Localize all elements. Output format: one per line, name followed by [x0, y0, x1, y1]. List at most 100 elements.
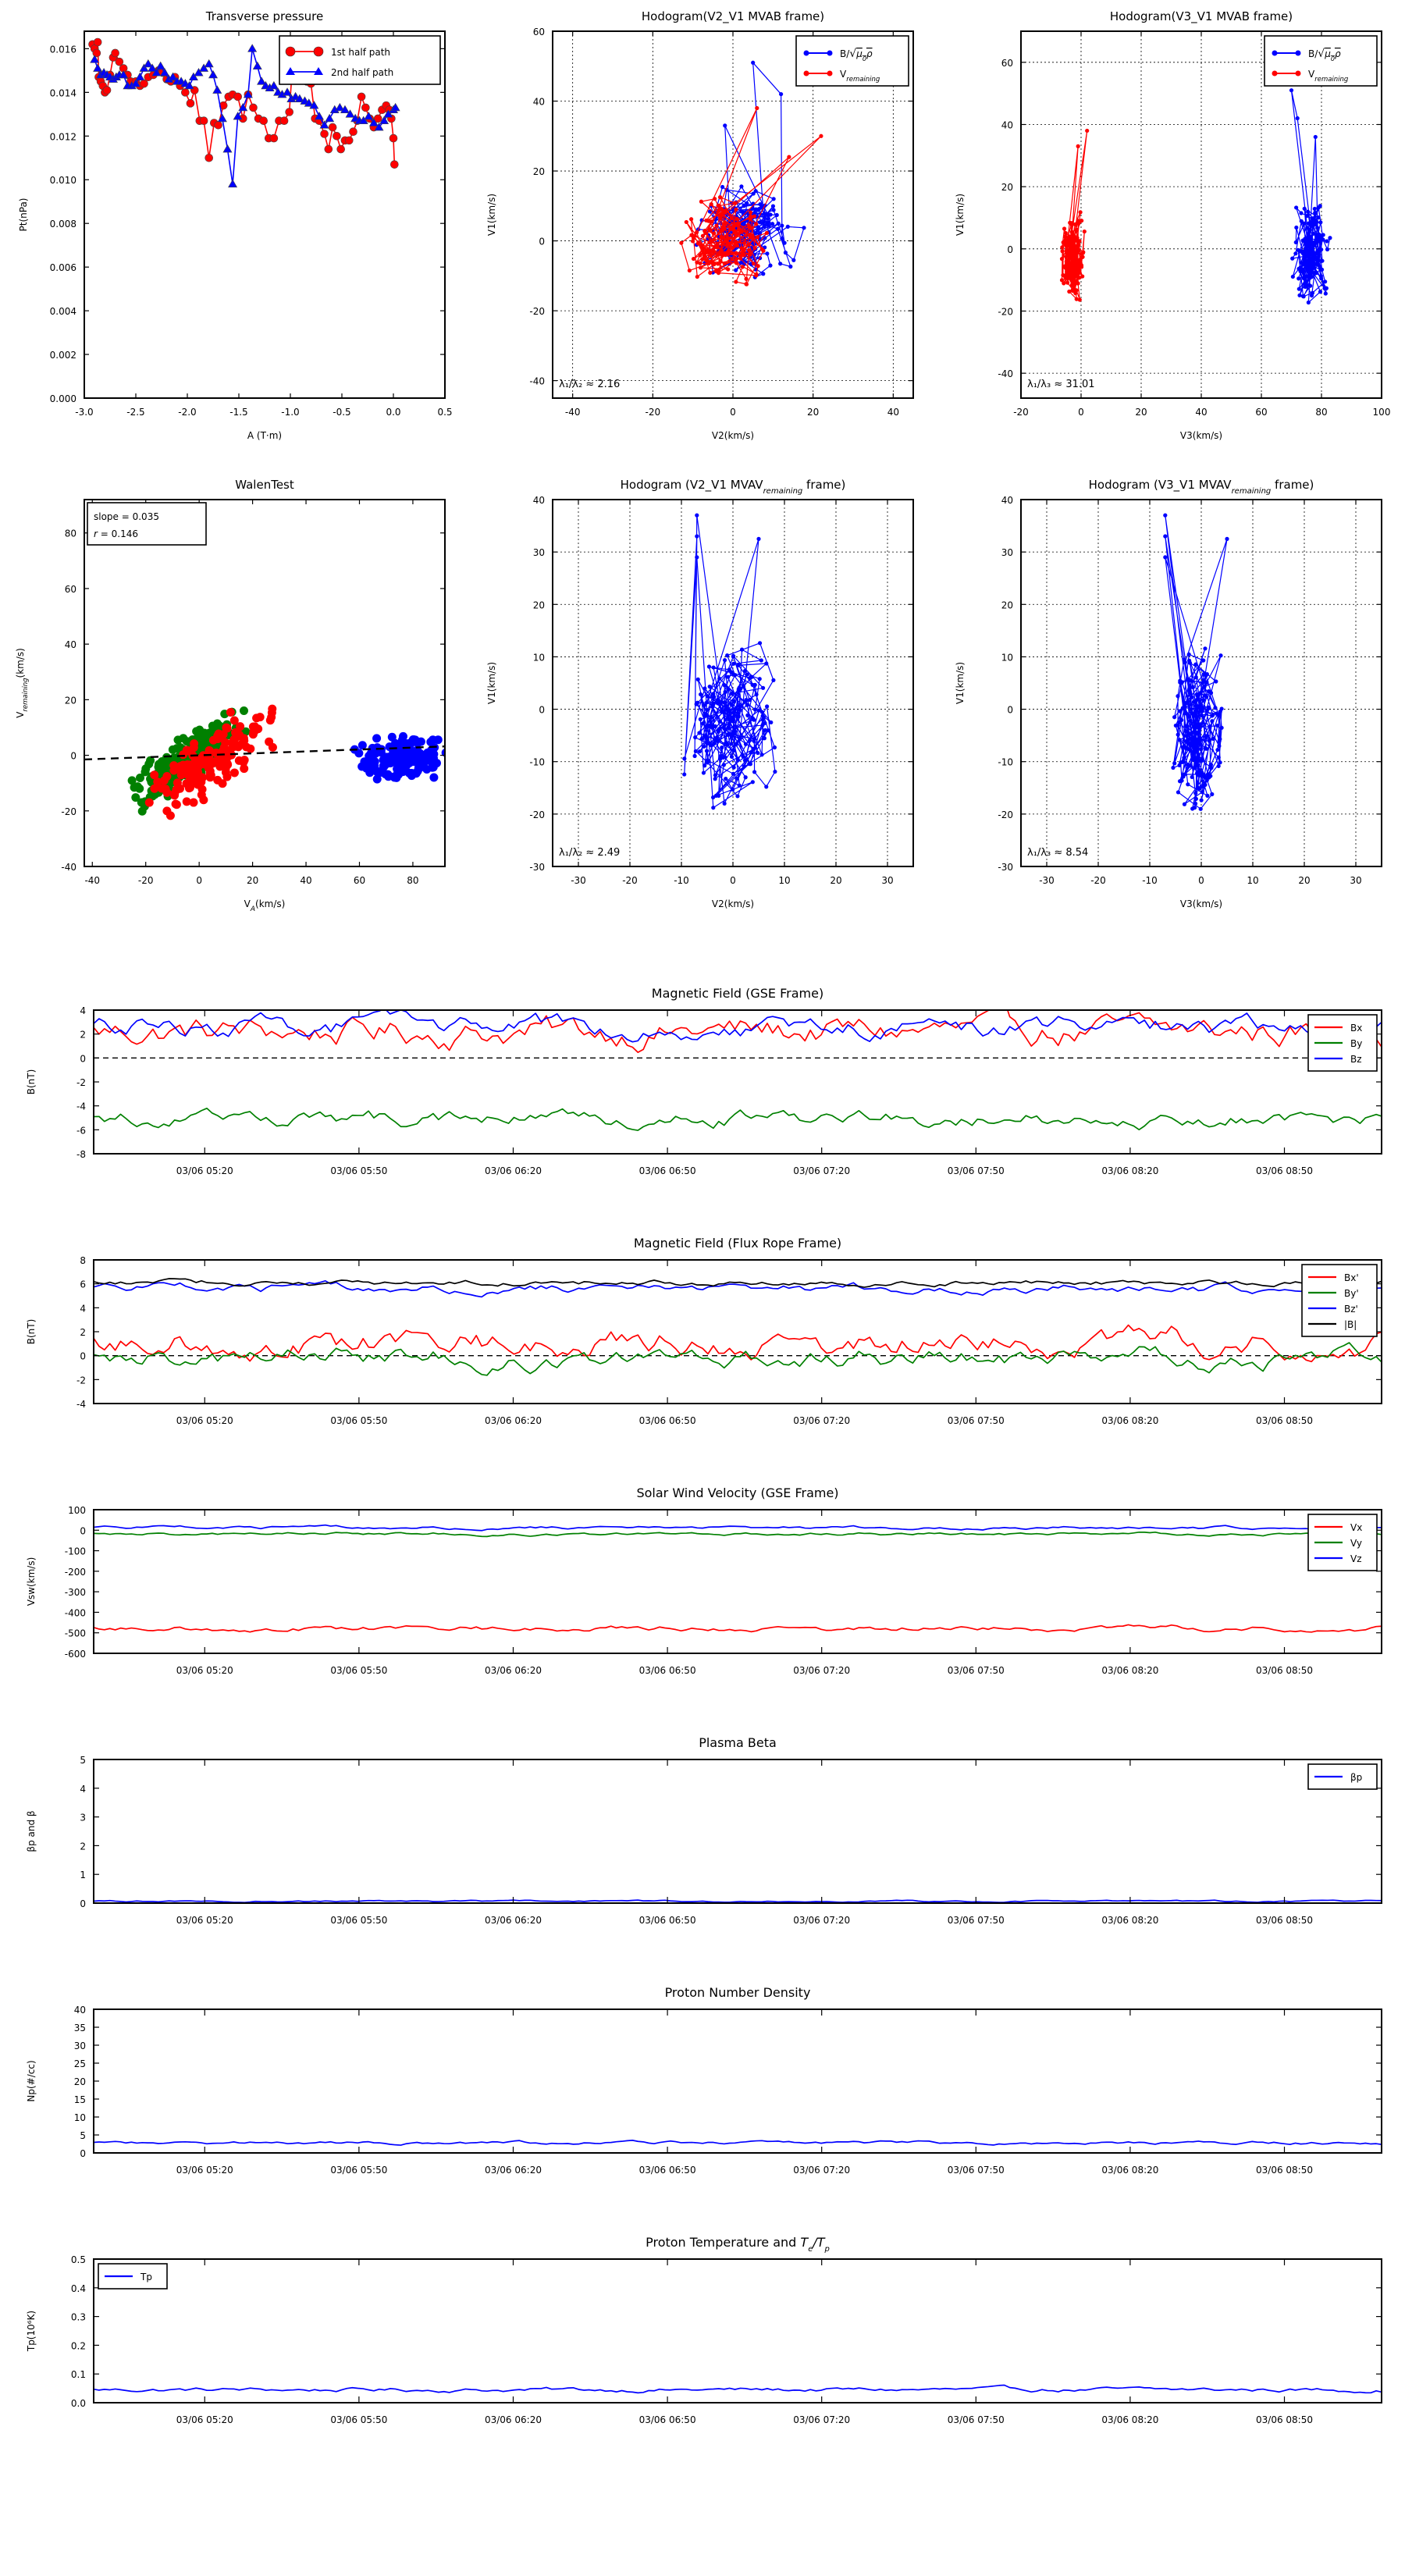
x-tick-label: 0 [730, 407, 736, 418]
panel-title: Hodogram(V3_V1 MVAB frame) [1110, 9, 1293, 24]
data-point [1303, 260, 1308, 265]
legend: βp [1307, 1763, 1378, 1790]
data-point [717, 756, 723, 761]
x-tick-label: 03/06 07:50 [948, 2414, 1005, 2425]
data-point [740, 265, 745, 269]
data-point [1307, 253, 1311, 258]
y-tick-label: -300 [65, 1587, 86, 1598]
data-point [728, 226, 733, 231]
data-point [734, 268, 738, 272]
slope-label: slope = 0.035 [94, 511, 159, 522]
scatter-point-green [127, 776, 137, 785]
data-point [1194, 692, 1199, 697]
panel-title: Solar Wind Velocity (GSE Frame) [636, 1485, 838, 1500]
data-point [1190, 711, 1194, 716]
data-point [764, 230, 770, 236]
y-tick-label: 0.014 [50, 87, 76, 98]
data-point [1064, 244, 1069, 248]
legend-marker [285, 46, 296, 57]
data-point [689, 217, 694, 222]
data-point [698, 692, 703, 697]
data-point [294, 94, 304, 103]
data-point [1218, 737, 1222, 742]
data-point [119, 69, 129, 79]
data-point [1065, 258, 1069, 263]
data-point [1201, 698, 1206, 703]
data-point [744, 276, 749, 281]
y-tick-label: 0.0 [71, 2398, 86, 2409]
scatter-point-red [170, 791, 180, 800]
data-point [724, 703, 729, 709]
data-point [1172, 715, 1177, 720]
panel-hodogram-v3v1-mvab: Hodogram(V3_V1 MVAB frame) -20 0 20 40 60 80 10… [937, 0, 1405, 468]
y-tick-label: 2 [80, 1030, 86, 1041]
data-point [767, 220, 771, 225]
x-tick-label: 03/06 07:20 [793, 1665, 850, 1676]
x-tick-label: 03/06 05:20 [176, 1665, 233, 1676]
data-point [760, 717, 765, 722]
scatter-point-green [135, 774, 144, 783]
data-point [715, 252, 720, 258]
y-tick-label: 5 [80, 1755, 86, 1766]
scatter-point-red [162, 806, 172, 816]
data-point [751, 191, 756, 196]
scatter-point-red [198, 773, 208, 782]
legend-marker [1272, 70, 1278, 76]
axes-frame [93, 1759, 1382, 1904]
plot-data [682, 513, 777, 810]
data-point [759, 753, 764, 757]
data-point [687, 268, 692, 273]
data-point [1306, 209, 1311, 214]
eigenvalue-ratio-annotation: λ₁/λ₃ ≈ 8.54 [1027, 847, 1088, 859]
x-tick-label: -40 [84, 875, 100, 886]
x-tick-label: -20 [1013, 407, 1029, 418]
data-point [1190, 685, 1196, 690]
data-point [702, 712, 707, 717]
data-point [734, 256, 739, 262]
data-point [1190, 806, 1195, 811]
data-point [344, 136, 354, 145]
y-tick-label: -30 [529, 862, 545, 873]
data-point [762, 224, 767, 229]
x-tick-label: 03/06 08:50 [1256, 1415, 1313, 1426]
data-point [747, 738, 752, 743]
legend-label: |B| [1344, 1319, 1357, 1330]
scatter-point-green [158, 758, 167, 767]
data-point [731, 251, 735, 256]
x-tick-label: 03/06 05:20 [176, 2165, 233, 2176]
plot-data [94, 2140, 1382, 2146]
eigenvalue-ratio-annotation: λ₁/λ₂ ≈ 2.16 [559, 379, 620, 390]
data-point [1071, 254, 1076, 258]
scatter-point-blue [389, 751, 398, 760]
y-tick-label: -400 [65, 1607, 86, 1618]
data-point [1199, 798, 1204, 802]
data-point [345, 109, 355, 118]
data-point [379, 116, 389, 125]
data-point [1193, 796, 1198, 802]
data-point [1289, 88, 1294, 93]
y-tick-label: 3 [80, 1813, 86, 1823]
data-point [1302, 206, 1307, 211]
data-point [769, 720, 774, 725]
data-point [779, 91, 784, 97]
scatter-point-blue [429, 735, 438, 745]
data-point [774, 212, 779, 218]
data-point [1074, 288, 1079, 293]
legend-label: Bz' [1344, 1304, 1358, 1315]
data-point [1190, 757, 1195, 762]
data-point [1192, 724, 1197, 728]
y-tick-label: 0 [80, 2148, 86, 2159]
data-point [748, 214, 753, 219]
scatter-point-red [176, 770, 186, 780]
data-point [735, 757, 740, 762]
y-tick-label: -20 [998, 809, 1013, 820]
y-tick-label: 0.006 [50, 262, 76, 273]
data-point [390, 102, 400, 112]
data-point [1182, 744, 1187, 749]
data-point [233, 112, 243, 120]
data-point [1207, 738, 1211, 743]
data-point [707, 226, 712, 232]
scatter-point-red [268, 742, 277, 752]
data-point [1069, 283, 1075, 287]
data-point [1198, 722, 1203, 727]
